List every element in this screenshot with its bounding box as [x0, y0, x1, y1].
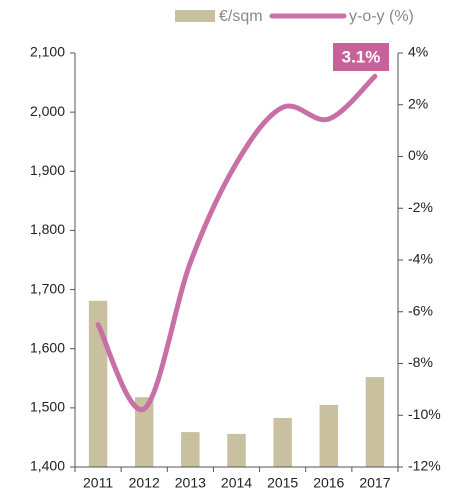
annotation: 3.1%: [342, 47, 381, 66]
x-tick-label: 2016: [313, 475, 344, 491]
y-tick-label: 1,900: [30, 162, 65, 178]
y2-tick-label: 0%: [408, 147, 428, 163]
y-tick-label: 1,500: [30, 399, 65, 415]
y-tick-label: 2,000: [30, 103, 65, 119]
x-tick-label: 2014: [221, 475, 252, 491]
y2-tick-label: -8%: [408, 354, 433, 370]
bar: [181, 432, 200, 467]
x-tick-label: 2012: [129, 475, 160, 491]
y2-tick-label: -10%: [408, 406, 441, 422]
y2-tick-label: -4%: [408, 251, 433, 267]
bar: [273, 417, 292, 467]
y-tick-label: 1,800: [30, 221, 65, 237]
legend-label: y-o-y (%): [349, 8, 414, 25]
y2-tick-label: -12%: [408, 458, 441, 474]
bar: [227, 433, 246, 467]
bar: [134, 397, 154, 467]
line: [95, 73, 378, 412]
y-tick-label: 1,600: [30, 339, 65, 355]
y2-tick-label: -2%: [408, 199, 433, 215]
annotation-box: [333, 43, 389, 71]
x-tick-label: 2013: [175, 475, 206, 491]
x-tick-label: 2017: [359, 475, 390, 491]
y-tick-label: 1,400: [30, 458, 65, 474]
bar: [319, 404, 339, 467]
y-tick-label: 1,700: [30, 280, 65, 296]
y2-tick-label: 2%: [408, 95, 428, 111]
y2-tick-label: -6%: [408, 302, 433, 318]
x-tick-label: 2015: [267, 475, 298, 491]
x-tick-label: 2011: [83, 475, 113, 491]
y-tick-label: 2,100: [30, 44, 65, 60]
y2-tick-label: 4%: [408, 44, 428, 60]
legend-label: €/sqm: [219, 8, 263, 25]
bar: [365, 377, 385, 467]
legend-swatch: [175, 10, 215, 22]
